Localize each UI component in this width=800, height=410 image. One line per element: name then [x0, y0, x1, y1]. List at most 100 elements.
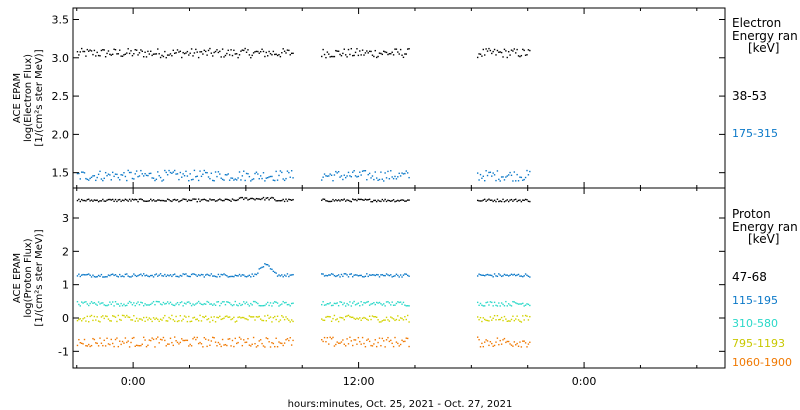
proton-point-s0-103	[221, 199, 224, 202]
proton-point-s4-128	[257, 344, 259, 347]
electron-point-s1-47	[142, 175, 145, 177]
proton-point-s0-58	[158, 199, 160, 201]
proton-point-s0-217	[476, 199, 479, 202]
electron-point-s1-1	[78, 172, 80, 175]
proton-point-s1-9	[89, 274, 91, 276]
electron-point-s0-236	[503, 48, 506, 51]
proton-point-s0-188	[368, 198, 371, 201]
proton-point-s0-247	[519, 199, 521, 201]
proton-point-s3-175	[350, 316, 353, 319]
proton-point-s4-194	[377, 341, 379, 344]
proton-point-s4-173	[347, 343, 350, 345]
proton-point-s2-176	[352, 302, 354, 304]
proton-point-s2-12	[93, 302, 96, 304]
electron-point-s1-94	[209, 177, 211, 180]
electron-point-s1-136	[268, 176, 270, 178]
proton-point-s0-95	[210, 199, 213, 201]
proton-point-s1-150	[288, 275, 290, 278]
proton-point-s3-146	[282, 316, 284, 318]
proton-point-s4-131	[261, 342, 263, 345]
proton-point-s2-60	[161, 303, 163, 306]
electron-point-s0-229	[493, 48, 496, 51]
proton-point-s3-48	[144, 320, 146, 323]
proton-point-s2-251	[524, 304, 527, 306]
electron-point-s1-95	[210, 172, 213, 174]
proton-point-s0-248	[520, 200, 523, 203]
electron-point-s1-189	[370, 177, 372, 179]
proton-point-s4-19	[103, 339, 105, 342]
electron-point-s0-33	[123, 54, 125, 56]
proton-point-s3-206	[394, 319, 396, 322]
proton-point-s3-159	[328, 315, 330, 318]
proton-point-s1-91	[205, 274, 207, 276]
electron-point-s1-246	[517, 180, 520, 182]
proton-point-s1-239	[507, 275, 510, 277]
electron-point-s0-201	[387, 53, 389, 56]
electron-point-s1-45	[140, 169, 142, 172]
electron-point-s1-139	[272, 179, 275, 181]
proton-point-s3-230	[495, 319, 497, 321]
proton-point-s4-34	[124, 337, 127, 339]
proton-point-s4-35	[126, 341, 128, 344]
proton-point-s1-242	[512, 274, 514, 276]
proton-point-s1-219	[479, 274, 482, 276]
proton-point-s1-115	[238, 273, 241, 276]
electron-point-s1-36	[127, 169, 129, 172]
proton-point-s2-91	[205, 303, 207, 305]
electron-point-s0-68	[172, 49, 174, 52]
proton-point-s4-92	[206, 345, 208, 348]
electron-point-s1-98	[214, 171, 217, 173]
proton-point-s0-60	[161, 199, 163, 202]
proton-point-s0-240	[509, 199, 511, 201]
proton-point-s0-112	[234, 199, 236, 202]
electron-point-s0-111	[233, 49, 235, 52]
proton-point-s4-18	[102, 344, 104, 347]
electron-point-s1-156	[323, 173, 326, 175]
proton-point-s3-216	[408, 321, 410, 323]
proton-point-s4-155	[322, 340, 324, 343]
proton-point-s4-59	[159, 338, 162, 341]
electron-point-s1-164	[335, 170, 337, 173]
electron-point-s1-13	[95, 179, 97, 182]
proton-point-s1-45	[140, 273, 142, 275]
proton-point-s0-133	[264, 199, 266, 201]
proton-point-s2-177	[353, 300, 355, 303]
proton-point-s1-248	[520, 275, 523, 277]
proton-point-s2-8	[88, 304, 90, 307]
proton-point-s4-91	[205, 338, 207, 340]
proton-point-s1-63	[165, 275, 167, 278]
proton-point-s2-44	[138, 304, 141, 306]
electron-point-s1-12	[93, 175, 96, 177]
proton-point-s4-145	[281, 342, 283, 345]
electron-point-s1-135	[267, 176, 269, 179]
proton-point-s0-26	[113, 200, 115, 202]
proton-point-s1-226	[489, 274, 492, 276]
proton-point-s1-140	[274, 271, 276, 274]
proton-point-s3-239	[507, 320, 510, 322]
proton-point-s0-2	[79, 200, 81, 203]
electron-point-s0-66	[169, 53, 172, 55]
proton-legend-entry-2: 115-195	[732, 294, 778, 307]
proton-point-s3-120	[245, 318, 248, 320]
electron-point-s1-89	[202, 173, 204, 175]
proton-point-s4-189	[370, 344, 372, 347]
electron-point-s0-32	[121, 55, 124, 57]
electron-point-s0-71	[176, 49, 179, 51]
electron-point-s0-218	[478, 53, 480, 55]
proton-point-s2-38	[130, 301, 132, 304]
electron-point-s0-193	[375, 56, 378, 59]
proton-point-s1-209	[398, 276, 400, 278]
proton-point-s4-76	[183, 339, 186, 342]
proton-point-s4-211	[401, 339, 403, 341]
proton-point-s0-29	[117, 199, 120, 201]
proton-point-s1-69	[173, 273, 176, 275]
proton-point-s2-197	[381, 304, 384, 306]
electron-point-s0-142	[276, 54, 279, 57]
proton-point-s4-38	[130, 341, 132, 344]
proton-point-s3-96	[212, 319, 214, 322]
proton-point-s3-177	[353, 317, 355, 320]
proton-point-s1-86	[197, 274, 200, 276]
proton-point-s3-30	[119, 318, 121, 321]
proton-point-s2-240	[509, 304, 511, 306]
proton-point-s3-38	[130, 319, 132, 321]
